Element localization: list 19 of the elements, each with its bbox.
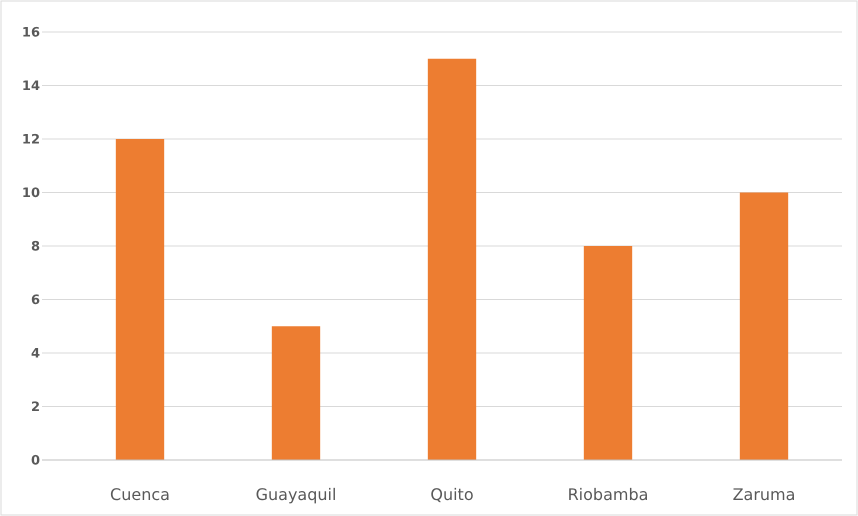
y-tick-label: 12 <box>22 132 40 148</box>
y-tick-label: 14 <box>22 79 40 94</box>
y-tick-label: 2 <box>30 400 40 416</box>
y-tick-label: 8 <box>30 240 40 255</box>
y-tick-label: 6 <box>30 293 40 308</box>
x-tick-label: Guayaquil <box>256 485 336 504</box>
y-tick-label: 16 <box>22 26 40 41</box>
bar <box>116 139 164 460</box>
y-tick-label: 10 <box>22 186 40 202</box>
x-tick-label: Zaruma <box>732 485 796 504</box>
bar <box>428 58 476 460</box>
x-tick-label: Quito <box>430 485 474 504</box>
bar <box>272 326 320 460</box>
x-tick-label: Cuenca <box>110 485 170 504</box>
bar <box>740 192 788 460</box>
y-tick-label: 0 <box>30 454 40 469</box>
bar <box>584 246 632 460</box>
x-tick-label: Riobamba <box>568 485 648 504</box>
y-tick-label: 4 <box>30 346 40 362</box>
